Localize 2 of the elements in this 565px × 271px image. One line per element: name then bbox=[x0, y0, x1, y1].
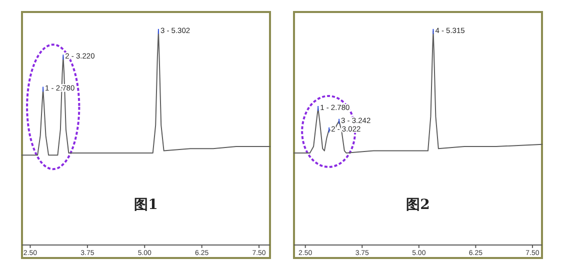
annotation: 图1 bbox=[134, 196, 158, 213]
annotation: 图2 bbox=[406, 196, 430, 213]
